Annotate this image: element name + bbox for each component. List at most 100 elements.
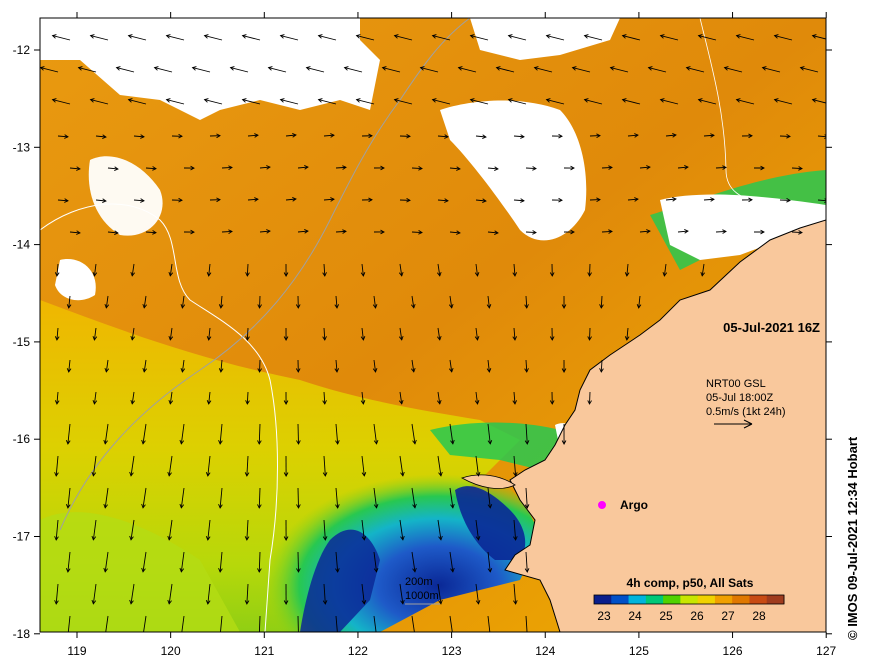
current-arrow: [697, 34, 717, 41]
current-arrow: [437, 455, 443, 477]
current-arrow: [103, 487, 109, 509]
x-tick-label: 121: [254, 644, 274, 658]
current-arrow: [67, 615, 71, 632]
current-arrow: [297, 165, 309, 170]
colorbar-cell: [766, 595, 785, 604]
current-arrow: [69, 166, 81, 171]
current-arrow: [322, 455, 328, 477]
current-arrow: [449, 487, 455, 509]
current-arrow: [297, 615, 299, 632]
current-arrow: [399, 133, 411, 139]
isobath-1000-east: [699, 18, 771, 206]
current-arrow: [54, 519, 59, 541]
current-arrow: [361, 519, 367, 541]
map-timestamp: 05-Jul-2021 16Z: [723, 320, 820, 335]
current-arrow: [703, 197, 715, 202]
current-arrow: [145, 230, 157, 235]
ocean-deep-blue: [300, 529, 380, 632]
current-arrow: [305, 66, 325, 73]
current-arrow: [141, 615, 147, 632]
current-arrow: [621, 34, 641, 41]
current-arrow: [180, 615, 185, 632]
scale-arrow: [714, 419, 753, 429]
current-arrow: [335, 615, 338, 632]
colorbar-tick-label: 24: [628, 609, 642, 623]
current-arrow: [322, 583, 328, 605]
current-arrow: [587, 391, 592, 405]
current-arrow: [665, 197, 677, 202]
current-arrow: [469, 98, 489, 105]
colorbar-tick-label: 28: [752, 609, 766, 623]
current-arrow: [257, 551, 262, 573]
current-arrow: [601, 229, 613, 234]
current-arrow: [183, 165, 195, 171]
current-arrow: [57, 134, 69, 139]
current-arrow: [107, 166, 119, 171]
current-arrow: [54, 583, 59, 605]
current-arrow: [209, 133, 221, 139]
current-arrow: [524, 487, 530, 509]
current-arrow: [104, 359, 110, 373]
current-arrow: [295, 359, 301, 373]
current-arrow: [411, 551, 417, 573]
credit-text: © IMOS 09-Jul-2021 12:34 Hobart: [845, 436, 860, 640]
current-arrow: [561, 423, 567, 445]
current-vectors: [40, 34, 826, 632]
x-tick-label: 120: [161, 644, 181, 658]
current-arrow: [773, 98, 793, 105]
x-axis: 119 120 121 122 123 124 125 126 127: [67, 12, 837, 658]
current-arrow: [398, 391, 404, 405]
current-arrow: [69, 230, 81, 235]
current-arrow: [373, 615, 378, 632]
current-arrow: [89, 98, 109, 105]
x-tick-label: 123: [442, 644, 462, 658]
x-tick-label: 126: [723, 644, 743, 658]
current-arrow: [245, 391, 250, 405]
isobath-200: [59, 18, 471, 531]
current-arrow: [512, 327, 518, 341]
colorbar-tick-label: 25: [659, 609, 673, 623]
current-arrow: [524, 423, 530, 445]
current-arrow: [373, 423, 379, 445]
current-arrow: [373, 165, 385, 171]
current-arrow: [549, 391, 555, 405]
current-arrow: [549, 327, 555, 341]
colorbar-frame: [593, 594, 785, 605]
current-arrow: [335, 423, 340, 445]
current-arrow: [241, 98, 261, 105]
current-arrow: [811, 98, 826, 104]
colorbar-cell: [714, 595, 733, 604]
current-arrow: [66, 295, 72, 309]
current-arrow: [54, 391, 60, 405]
current-arrow: [295, 295, 301, 309]
current-arrow: [317, 98, 337, 105]
current-arrow: [449, 615, 455, 632]
current-arrow: [179, 551, 185, 573]
current-arrow: [474, 327, 480, 341]
colorbar-cell: [611, 595, 630, 604]
current-arrow: [487, 423, 493, 445]
current-arrow: [279, 34, 299, 41]
current-arrow: [513, 134, 525, 139]
current-arrow: [205, 519, 211, 541]
x-tick-label: 127: [816, 644, 836, 658]
current-arrow: [398, 327, 404, 341]
current-arrow: [437, 198, 449, 203]
current-arrow: [245, 263, 250, 277]
current-arrow: [487, 230, 499, 235]
current-arrow: [221, 165, 233, 170]
colorbar-cell: [594, 595, 612, 604]
current-arrow: [168, 263, 174, 277]
colorbar: 4h comp, p50, All Sats 23 24 25 26 27 28: [593, 576, 785, 623]
y-tick-label: -15: [13, 335, 31, 349]
current-arrow: [267, 66, 287, 73]
x-tick-label: 119: [67, 644, 86, 658]
current-arrow: [449, 551, 455, 573]
current-arrow: [677, 229, 689, 234]
current-arrow: [180, 295, 186, 309]
current-arrow: [92, 263, 98, 277]
current-arrow: [218, 295, 224, 309]
current-arrow: [393, 34, 413, 41]
current-arrow: [513, 198, 525, 203]
current-arrow: [355, 98, 375, 105]
